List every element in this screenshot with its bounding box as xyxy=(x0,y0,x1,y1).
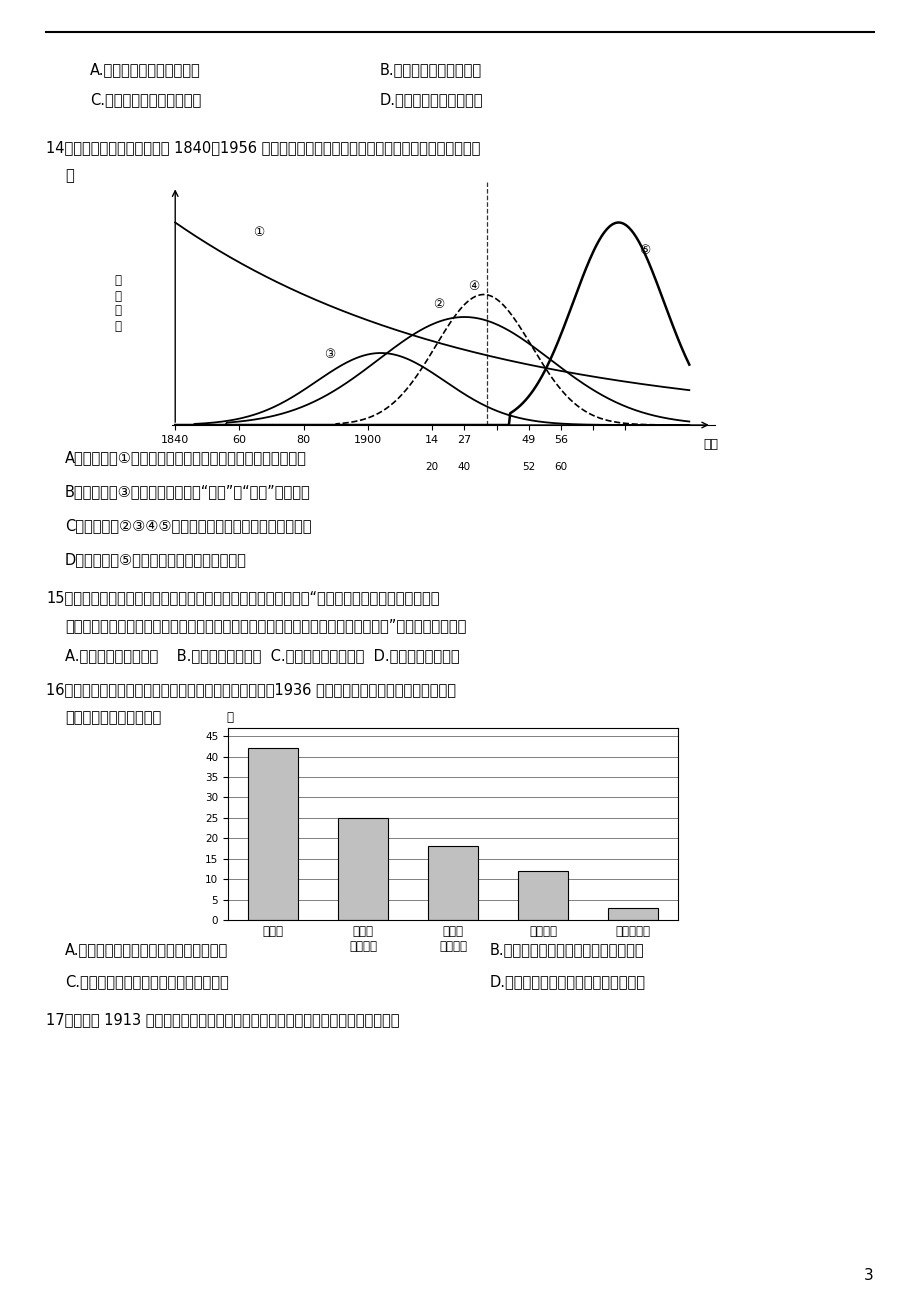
Text: 能得一适当之服式以需应之，于是争购呢绒，竞从西制，致使外货畅销，内货阻滞。”由此可见（　　）: 能得一适当之服式以需应之，于是争购呢绒，竞从西制，致使外货畅销，内货阻滞。”由此… xyxy=(65,618,466,633)
Text: D.中国成为资本主义国家主要粮食产地: D.中国成为资本主义国家主要粮食产地 xyxy=(490,974,645,990)
Text: D．经济形态⑤最能反映近代中国发展的主流: D．经济形态⑤最能反映近代中国发展的主流 xyxy=(65,552,246,566)
Text: 时间: 时间 xyxy=(703,439,718,452)
Text: D.近代化需突破体制束缚: D.近代化需突破体制束缚 xyxy=(380,92,483,107)
Text: 所
占
比
重: 所 占 比 重 xyxy=(114,275,121,332)
Text: A.剪辫巩固了革命成果    B.易服成为社会共识  C.服饰变革具有经济性  D.社会崇洋风气盛行: A.剪辫巩固了革命成果 B.易服成为社会共识 C.服饰变革具有经济性 D.社会崇… xyxy=(65,648,460,663)
Text: A.中国农民的生产生活方式发生根本变化: A.中国农民的生产生活方式发生根本变化 xyxy=(65,943,228,957)
Text: A．经济形态①在中国近代虽然逐渐解体但始终占据主导地位: A．经济形态①在中国近代虽然逐渐解体但始终占据主导地位 xyxy=(65,450,307,465)
Bar xyxy=(338,818,387,921)
Text: 20: 20 xyxy=(425,462,438,473)
Text: 16．下图是依据杜恂诚《中国近代经济史概论》绘制的《1936 年中国国内商品市场商品值所占比例: 16．下图是依据杜恂诚《中国近代经济史概论》绘制的《1936 年中国国内商品市场… xyxy=(46,682,456,697)
Text: 14．下列图中五条曲线反映了 1840－1956 年间我国五种经济形态的发展变化情况，其中表述错误的: 14．下列图中五条曲线反映了 1840－1956 年间我国五种经济形态的发展变化… xyxy=(46,141,480,155)
Text: 示意图》。它表明（　）: 示意图》。它表明（ ） xyxy=(65,710,161,725)
Text: ③: ③ xyxy=(323,348,335,361)
Text: 15．民初的剪辫意外地促进了服饰的改革，诚如孙中山所指明的：“去辫之后，弱于易服，又急切不: 15．民初的剪辫意外地促进了服饰的改革，诚如孙中山所指明的：“去辫之后，弱于易服… xyxy=(46,590,439,605)
Bar xyxy=(427,846,477,921)
Text: C.商品供给因城市化水平大大提高而扩大: C.商品供给因城市化水平大大提高而扩大 xyxy=(65,974,229,990)
Bar xyxy=(248,749,298,921)
Text: C．经济形态②③④⑤都在一定程度上推动了中国的近代化: C．经济形态②③④⑤都在一定程度上推动了中国的近代化 xyxy=(65,518,312,533)
Text: ②: ② xyxy=(433,298,444,311)
Text: B．经济形态③对近代中国起到了“破坏”和“建设”双重作用: B．经济形态③对近代中国起到了“破坏”和“建设”双重作用 xyxy=(65,484,311,499)
Bar xyxy=(517,871,567,921)
Text: 60: 60 xyxy=(553,462,567,473)
Text: 40: 40 xyxy=(458,462,471,473)
Text: ⑤: ⑤ xyxy=(638,243,649,256)
Text: 3: 3 xyxy=(863,1268,873,1282)
Text: B.官商一体有悖经济规律: B.官商一体有悖经济规律 xyxy=(380,62,482,77)
Text: 17．下图是 1913 年的一个香烟盒的封面，作为直接证据，该史料可用于研究（　）: 17．下图是 1913 年的一个香烟盒的封面，作为直接证据，该史料可用于研究（ … xyxy=(46,1012,399,1027)
Text: ①: ① xyxy=(253,227,264,240)
Text: 52: 52 xyxy=(521,462,535,473)
Text: B.中国经济以农业为主且工业化水平低: B.中国经济以农业为主且工业化水平低 xyxy=(490,943,644,957)
Text: ④: ④ xyxy=(468,280,479,293)
Text: C.国家垄断资本主义已出现: C.国家垄断资本主义已出现 xyxy=(90,92,201,107)
Text: ％: ％ xyxy=(226,711,233,724)
Text: 是: 是 xyxy=(65,168,74,184)
Text: A.资本原始积累具有专制性: A.资本原始积累具有专制性 xyxy=(90,62,200,77)
Bar xyxy=(607,907,657,921)
